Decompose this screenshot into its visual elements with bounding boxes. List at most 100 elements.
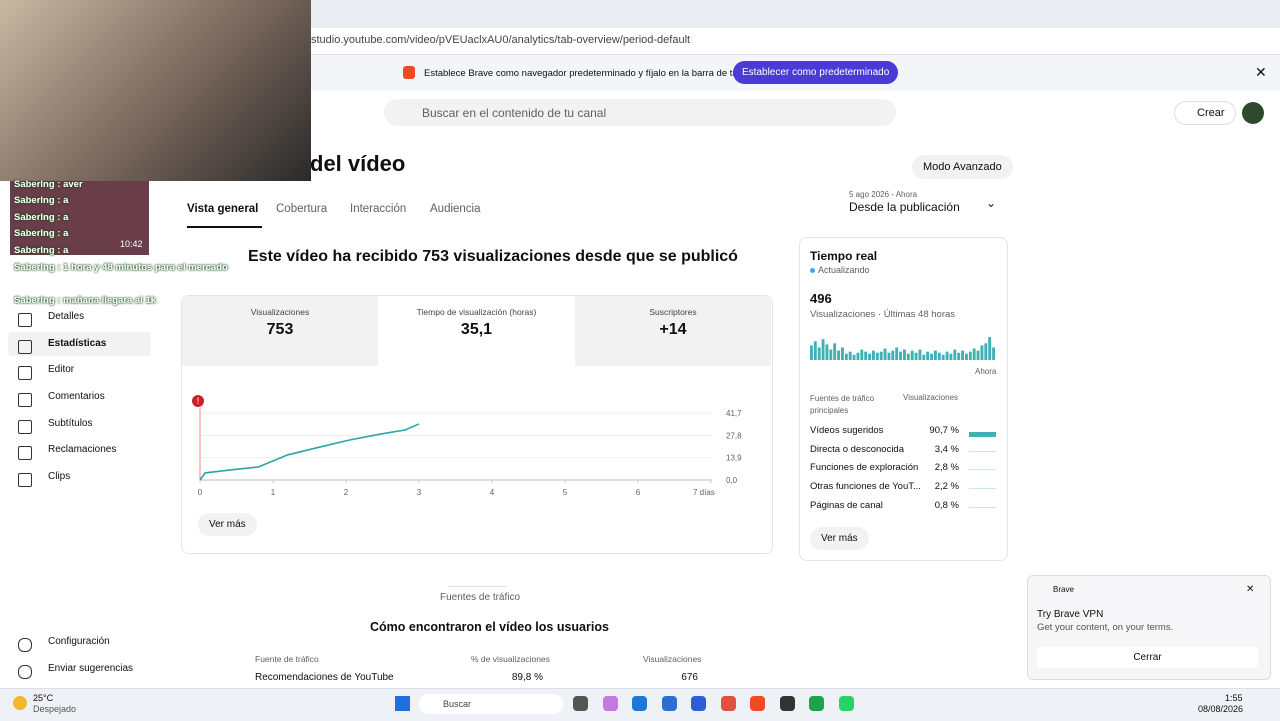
nav-icon <box>18 393 32 407</box>
tab[interactable]: Audiencia <box>430 203 481 215</box>
more-button[interactable]: Ver más <box>810 527 869 550</box>
sparkline <box>969 469 996 471</box>
source-share: 2,8 % <box>934 462 959 474</box>
taskbar-app[interactable] <box>632 696 647 711</box>
nav-item[interactable]: Enviar sugerencias <box>48 663 134 674</box>
source-share: 0,8 % <box>934 499 959 511</box>
realtime-title: Tiempo real <box>810 249 878 263</box>
source-name: Funciones de exploración <box>810 462 919 474</box>
metric-tab[interactable] <box>182 296 378 366</box>
create-button[interactable]: Crear <box>1174 101 1236 125</box>
nav-item[interactable]: Subtítulos <box>48 418 93 429</box>
tab[interactable]: Interacción <box>350 203 407 215</box>
bar <box>813 341 817 360</box>
bar <box>941 354 945 360</box>
realtime-metric[interactable]: Visualizaciones · Últimas 48 horas <box>810 309 956 320</box>
taskbar-app[interactable] <box>750 696 765 711</box>
bar <box>837 350 840 360</box>
taskbar-app[interactable] <box>602 696 618 711</box>
taskbar-app[interactable] <box>809 696 824 711</box>
nav-item[interactable]: Comentarios <box>48 391 105 402</box>
nav-icon <box>18 340 32 354</box>
bar <box>957 352 961 360</box>
bar <box>945 351 949 360</box>
weather: Despejado <box>33 704 77 714</box>
nav-icon <box>18 638 32 652</box>
url[interactable]: studio.youtube.com/video/pVEUaclxAU0/ana… <box>311 34 691 46</box>
bar <box>817 347 821 360</box>
advanced-mode[interactable]: Modo Avanzado <box>912 155 1013 179</box>
y-tick-label: 13,9 <box>726 454 742 463</box>
search-box[interactable] <box>384 99 896 126</box>
source-name: Vídeos sugeridos <box>810 425 884 436</box>
taskbar-search[interactable] <box>419 694 563 714</box>
overview-card <box>181 295 773 554</box>
start-button[interactable] <box>395 696 410 711</box>
alert-icon[interactable]: ! <box>192 395 204 407</box>
section-kicker: Fuentes de tráfico <box>440 592 521 603</box>
period-dropdown[interactable]: ⌄ <box>986 196 997 210</box>
table-cell: 89,8 % <box>511 672 543 683</box>
period-range: 5 ago 2026 - Ahora <box>849 190 918 199</box>
taskbar-search-text: Buscar <box>443 699 472 709</box>
tab[interactable]: Vista general <box>187 203 259 215</box>
bar <box>937 352 941 360</box>
metric-label: Suscriptores <box>649 307 697 317</box>
headline: Este vídeo ha recibido 753 visualizacion… <box>248 248 738 265</box>
bar <box>899 351 902 360</box>
bar <box>841 347 844 360</box>
y-tick-label: 27,8 <box>726 431 742 440</box>
bar <box>864 351 868 360</box>
webcam-overlay <box>0 0 311 181</box>
nav-item[interactable]: Configuración <box>48 636 110 647</box>
nav-icon <box>18 366 32 380</box>
bar <box>918 349 922 360</box>
nav-item[interactable]: Estadísticas <box>48 338 107 349</box>
metric-tab[interactable] <box>575 296 771 366</box>
popup-close[interactable]: ✕ <box>1246 584 1255 595</box>
chat-message: Saberlng : aver <box>14 179 83 190</box>
more-button[interactable]: Ver más <box>198 513 257 536</box>
nav-item[interactable]: Clips <box>48 471 71 482</box>
banner-text: Establece Brave como navegador predeterm… <box>424 68 757 79</box>
realtime-status: Actualizando <box>818 265 870 275</box>
y-tick-label: 41,7 <box>726 409 742 418</box>
taskbar-app[interactable] <box>838 696 854 711</box>
close[interactable]: ✕ <box>1255 64 1267 80</box>
bar <box>926 351 930 360</box>
weather-icon <box>13 696 27 710</box>
line <box>199 423 420 481</box>
x-tick-label: 0 <box>198 488 203 497</box>
taskbar-app[interactable] <box>691 696 706 711</box>
bar <box>829 349 833 360</box>
bar <box>961 350 964 360</box>
nav-item[interactable]: Editor <box>48 364 75 375</box>
bar <box>976 350 980 360</box>
avatar[interactable] <box>1242 102 1264 124</box>
nav-item[interactable]: Detalles <box>48 311 85 322</box>
divider <box>448 586 506 587</box>
tab[interactable]: Cobertura <box>276 203 328 215</box>
bar <box>844 353 848 360</box>
x-tick-label: 5 <box>563 488 568 497</box>
taskbar-app[interactable] <box>779 696 795 711</box>
taskbar-app[interactable] <box>661 696 677 711</box>
metric-label: Visualizaciones <box>250 307 310 317</box>
source-share: 90,7 % <box>929 425 959 436</box>
chat-message: Saberlng : 1 hora y 48 minutos para el m… <box>14 262 228 273</box>
banner-button[interactable]: Establecer como predeterminado <box>733 61 899 84</box>
source-name: Otras funciones de YouT... <box>810 481 921 493</box>
nav-item[interactable]: Reclamaciones <box>48 444 117 455</box>
nav-icon <box>18 473 32 487</box>
column-header: % de visualizaciones <box>471 654 550 664</box>
sparkline <box>969 488 996 490</box>
taskbar-app[interactable] <box>720 696 736 711</box>
popup-button[interactable]: Cerrar <box>1037 647 1258 668</box>
bar <box>934 350 937 360</box>
taskbar-app[interactable] <box>573 696 588 711</box>
bar <box>949 353 953 360</box>
sources-header: Fuentes de tráfico principales <box>810 394 875 415</box>
period-label[interactable]: Desde la publicación <box>849 200 960 214</box>
bar <box>903 349 906 360</box>
chat-message: Saberlng : a <box>14 212 69 223</box>
